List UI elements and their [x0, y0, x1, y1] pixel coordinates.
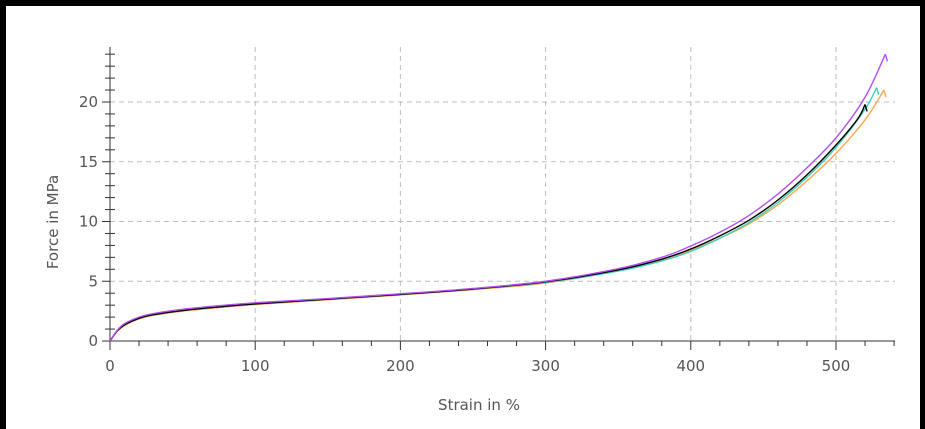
x-tick-label: 400 — [676, 357, 705, 375]
x-tick-label: 200 — [386, 357, 415, 375]
grid — [110, 47, 895, 341]
x-tick-label: 500 — [822, 357, 851, 375]
y-tick-label: 10 — [79, 213, 98, 231]
series-end-mark-1 — [883, 89, 887, 98]
x-axis-label: Strain in % — [438, 396, 520, 414]
x-tick-label: 300 — [531, 357, 560, 375]
y-tick-label: 15 — [79, 153, 98, 171]
axes: 0 100 200 300 400 500 0 5 10 15 20 — [79, 47, 895, 375]
series-end-mark-3 — [864, 104, 868, 112]
x-tick-label: 0 — [105, 357, 115, 375]
series-group — [109, 53, 889, 342]
x-tick-label: 100 — [241, 357, 270, 375]
series-line-2 — [109, 87, 878, 342]
y-tick-label: 5 — [88, 272, 98, 290]
series-line-4 — [109, 53, 887, 342]
series-end-mark-2 — [875, 87, 880, 95]
y-tick-label: 0 — [88, 332, 98, 350]
y-axis-label: Force in MPa — [44, 175, 62, 269]
series-line-1 — [109, 89, 885, 342]
y-tick-label: 20 — [79, 93, 98, 111]
series-end-mark-4 — [884, 54, 889, 62]
